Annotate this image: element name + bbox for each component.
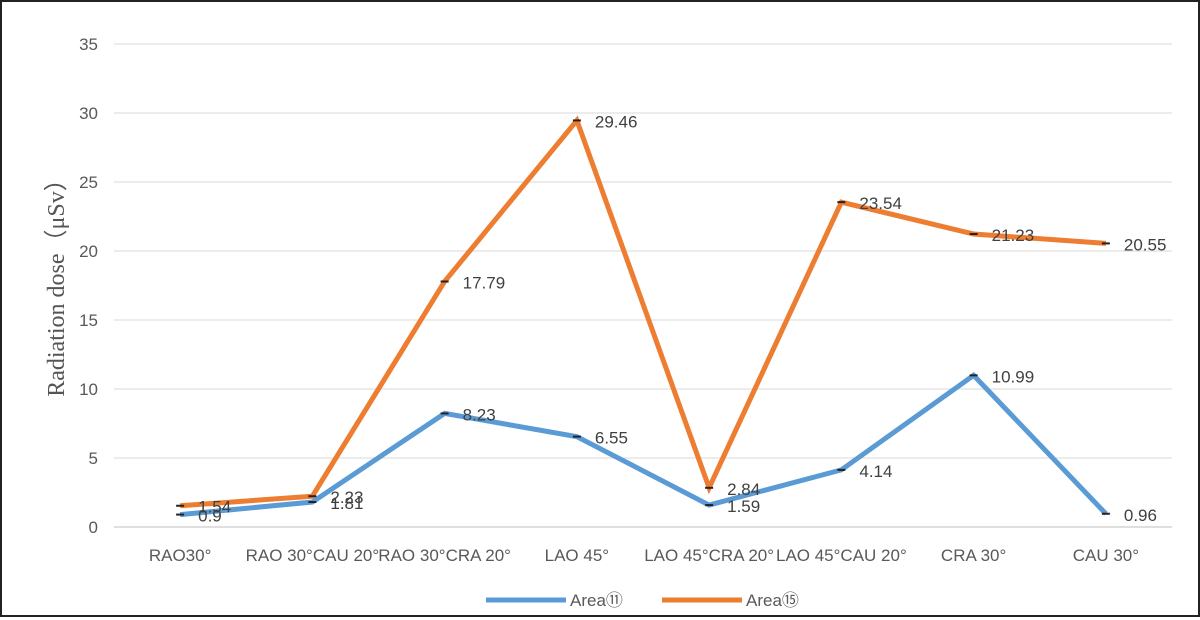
data-label: 21.23 xyxy=(992,226,1035,245)
y-axis-ticks: 0 5 10 15 20 25 30 35 xyxy=(79,35,98,537)
data-label: 1.81 xyxy=(330,494,363,513)
data-label: 2.23 xyxy=(330,488,363,507)
y-tick-label: 30 xyxy=(79,104,98,123)
y-axis-title: Radiation dose（μSv） xyxy=(44,167,70,397)
data-label: 29.46 xyxy=(595,112,638,131)
data-label: 6.55 xyxy=(595,429,628,448)
y-tick-label: 10 xyxy=(79,380,98,399)
x-axis-ticks: RAO30° RAO 30°CAU 20° RAO 30°CRA 20° LAO 45… xyxy=(149,546,1139,565)
x-tick-label: RAO 30°CRA 20° xyxy=(378,546,511,565)
x-tick-label: LAO 45° xyxy=(545,546,609,565)
series-group xyxy=(176,115,1110,518)
data-label: 17.79 xyxy=(463,273,506,292)
legend-label: Area⑪ xyxy=(570,591,623,610)
x-tick-label: RAO30° xyxy=(149,546,212,565)
legend-item-2[interactable]: Area⑮ xyxy=(662,591,799,610)
legend-item-1[interactable]: Area⑪ xyxy=(486,591,623,610)
y-tick-label: 25 xyxy=(79,173,98,192)
series-line-2[interactable] xyxy=(179,115,1107,509)
data-label: 23.54 xyxy=(859,194,902,213)
data-label: 10.99 xyxy=(992,367,1035,386)
x-tick-label: LAO 45°CAU 20° xyxy=(776,546,907,565)
x-tick-label: CRA 30° xyxy=(941,546,1006,565)
series-line-1[interactable] xyxy=(179,372,1108,518)
data-label: 1.59 xyxy=(727,497,760,516)
data-label: 0.9 xyxy=(198,507,222,526)
data-label: 4.14 xyxy=(859,462,892,481)
data-label: 1.54 xyxy=(198,498,231,517)
x-tick-label: CAU 30° xyxy=(1073,546,1139,565)
y-tick-label: 0 xyxy=(89,518,98,537)
x-tick-label: LAO 45°CRA 20° xyxy=(644,546,774,565)
y-tick-label: 20 xyxy=(79,242,98,261)
data-label: 20.55 xyxy=(1124,235,1167,254)
x-tick-label: RAO 30°CAU 20° xyxy=(246,546,380,565)
data-label: 0.96 xyxy=(1124,506,1157,525)
data-label: 2.84 xyxy=(727,480,760,499)
data-label: 8.23 xyxy=(463,405,496,424)
legend[interactable]: Area⑪ Area⑮ xyxy=(486,591,799,610)
y-tick-label: 35 xyxy=(79,35,98,54)
data-labels: 0.9 1.81 8.23 6.55 1.59 4.14 10.99 0.96 1.54 2.23… xyxy=(198,112,1166,525)
y-tick-label: 5 xyxy=(89,449,98,468)
y-tick-label: 15 xyxy=(79,311,98,330)
grid-lines xyxy=(114,43,1172,528)
legend-label: Area⑮ xyxy=(746,591,799,610)
